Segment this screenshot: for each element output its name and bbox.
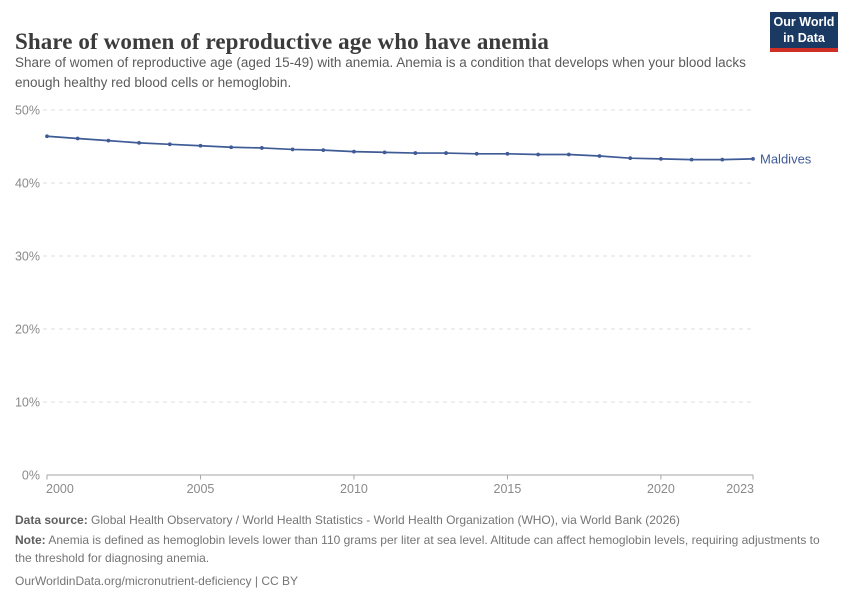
data-point[interactable] — [321, 148, 326, 153]
x-tick-label: 2020 — [647, 482, 675, 496]
data-point[interactable] — [229, 145, 234, 150]
line-chart[interactable]: 0% 10% 20% 30% 40% 50% 2000 2005 2010 2015 2020 202… — [0, 95, 850, 507]
data-point[interactable] — [597, 154, 602, 158]
y-tick-label: 0% — [22, 469, 40, 483]
data-source-text: Global Health Observatory / World Health… — [91, 513, 680, 527]
data-point[interactable] — [689, 157, 694, 162]
series-line[interactable] — [46, 135, 754, 161]
y-tick-label: 10% — [15, 396, 40, 410]
y-tick-label: 20% — [15, 323, 40, 337]
data-point[interactable] — [45, 134, 49, 139]
owid-logo-line2: in Data — [783, 31, 825, 45]
y-tick-label: 30% — [15, 250, 40, 264]
series-end-label[interactable]: Maldives — [760, 151, 812, 166]
data-point[interactable] — [720, 157, 725, 162]
data-point[interactable] — [413, 151, 418, 155]
y-tick-label: 40% — [15, 177, 40, 191]
data-point[interactable] — [628, 156, 633, 161]
data-point[interactable] — [106, 138, 111, 143]
data-point[interactable] — [536, 152, 541, 157]
owid-logo[interactable]: Our World in Data — [770, 12, 838, 52]
data-point[interactable] — [566, 152, 571, 157]
data-point[interactable] — [75, 136, 80, 141]
data-point[interactable] — [167, 142, 172, 147]
chart-subtitle: Share of women of reproductive age (aged… — [15, 55, 746, 91]
data-point[interactable] — [198, 143, 203, 148]
note-label: Note: — [15, 533, 46, 548]
data-point[interactable] — [505, 151, 510, 156]
owid-logo-line1: Our World — [773, 14, 835, 29]
x-tick-label: 2005 — [187, 482, 215, 496]
chart-footer: Data source: Global Health Observatory /… — [15, 512, 825, 594]
note-row: Note: Anemia is defined as hemoglobin le… — [15, 532, 825, 567]
data-point[interactable] — [352, 149, 356, 154]
data-point[interactable] — [259, 146, 264, 150]
license-row[interactable]: OurWorldinData.org/micronutrient-deficie… — [15, 574, 298, 589]
page-title: Share of women of reproductive age who h… — [15, 29, 549, 55]
x-tick-label: 2000 — [46, 482, 74, 496]
data-point[interactable] — [382, 150, 387, 155]
data-point[interactable] — [290, 147, 295, 152]
y-tick-label: 50% — [15, 104, 40, 118]
x-tick-label: 2010 — [340, 482, 368, 496]
data-point[interactable] — [474, 151, 479, 156]
data-source-label: Data source: — [15, 513, 88, 527]
x-tick-label: 2023 — [726, 482, 754, 496]
x-tick-label: 2015 — [494, 482, 522, 496]
data-point[interactable] — [751, 157, 755, 161]
note-text: Anemia is defined as hemoglobin levels l… — [15, 533, 820, 565]
data-source-row: Data source: Global Health Observatory /… — [15, 512, 825, 529]
data-point[interactable] — [444, 151, 448, 155]
data-point[interactable] — [137, 140, 141, 145]
data-point[interactable] — [659, 157, 663, 161]
